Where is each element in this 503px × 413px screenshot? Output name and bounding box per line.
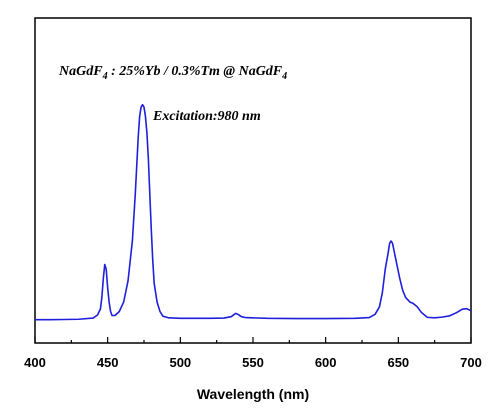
x-tick-label: 500	[169, 355, 191, 370]
spectrum-line	[35, 103, 472, 321]
x-tick-label: 600	[315, 355, 337, 370]
x-tick-label: 650	[387, 355, 409, 370]
composition-annotation: NaGdF4 : 25%Yb / 0.3%Tm @ NaGdF4	[58, 64, 287, 82]
x-tick-label: 450	[97, 355, 119, 370]
x-tick-label: 700	[460, 355, 482, 370]
x-tick-label: 550	[242, 355, 264, 370]
excitation-annotation: Excitation:980 nm	[152, 109, 261, 124]
x-tick-label: 400	[24, 355, 46, 370]
x-axis-tick-labels: 400 450 500 550 600 650 700	[24, 355, 482, 370]
x-axis-title: Wavelength (nm)	[197, 386, 309, 402]
x-axis-ticks	[34, 337, 472, 343]
